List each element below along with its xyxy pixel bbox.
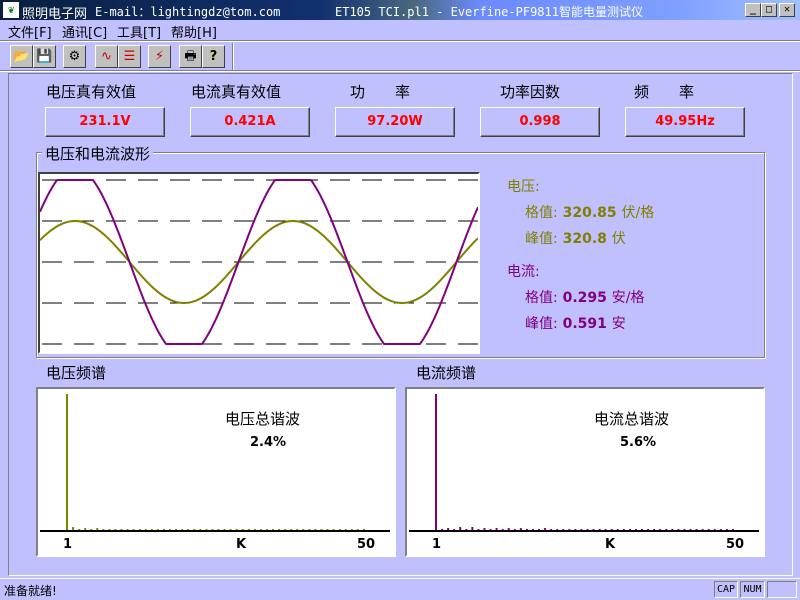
current-peak-label: 峰值:: [525, 316, 558, 332]
menu-separator: [0, 40, 800, 42]
waveform-svg: [39, 179, 479, 345]
current-scale-row: 格值: 0.295 安/格: [525, 287, 644, 307]
menu-communication[interactable]: 通讯[C]: [62, 26, 108, 41]
current-peak-row: 峰值: 0.591 安: [525, 313, 626, 333]
power-label: 功 率: [350, 83, 411, 101]
current-thd-value: 5.6%: [620, 435, 657, 450]
print-icon[interactable]: 🖶: [179, 45, 202, 68]
main-panel: [8, 73, 793, 576]
menu-tools[interactable]: 工具[T]: [117, 26, 162, 41]
voltage-scale-row: 格值: 320.85 伏/格: [525, 202, 654, 222]
power-factor-value: 0.998: [480, 107, 600, 137]
waveform-group-title: 电压和电流波形: [42, 143, 154, 164]
current-rms-value: 0.421A: [190, 107, 310, 137]
status-pane-empty: [767, 581, 797, 598]
voltage-peak-label: 峰值:: [525, 231, 558, 247]
current-peak-unit: 安: [611, 316, 626, 332]
voltage-x-end: 50: [357, 537, 376, 552]
current-rms-label: 电流真有效值: [191, 83, 282, 101]
calibrate-icon[interactable]: ⚡: [148, 45, 171, 68]
current-scale-label: 格值:: [525, 290, 558, 306]
current-heading: 电流:: [507, 264, 540, 280]
status-text: 准备就绪!: [4, 584, 57, 598]
menu-help[interactable]: 帮助[H]: [171, 26, 217, 41]
current-x-label: K: [605, 537, 616, 552]
save-icon[interactable]: 💾: [33, 45, 56, 68]
voltage-scale-unit: 伏/格: [621, 205, 655, 221]
voltage-thd-label: 电压总谐波: [225, 410, 301, 428]
voltage-thd-value: 2.4%: [250, 435, 287, 450]
brand-text: 照明电子网: [22, 7, 88, 22]
voltage-x-start: 1: [63, 537, 73, 552]
email-text: E-mail：lightingdz@tom.com: [95, 5, 281, 19]
minimize-button[interactable]: _: [745, 3, 761, 17]
frequency-label: 频 率: [634, 83, 695, 101]
voltage-x-label: K: [236, 537, 247, 552]
maximize-button[interactable]: □: [761, 3, 777, 17]
help-icon[interactable]: ?: [202, 45, 225, 68]
power-factor-label: 功率因数: [500, 83, 561, 101]
waveform-plot: [38, 172, 480, 354]
voltage-peak-unit: 伏: [611, 231, 626, 247]
current-spectrum-svg: [409, 394, 759, 532]
waveform-group: [36, 152, 765, 358]
app-logo-icon: ❦: [3, 2, 19, 18]
voltage-scale-value: 320.85: [562, 205, 617, 221]
frequency-value: 49.95Hz: [625, 107, 745, 137]
title-bar: ❦ 照明电子网 E-mail：lightingdz@tom.com ET105 …: [0, 0, 800, 22]
power-value: 97.20W: [335, 107, 455, 137]
waveform-icon[interactable]: ∿: [95, 45, 118, 68]
menu-bar: 文件[F] 通讯[C] 工具[T] 帮助[H]: [0, 20, 800, 41]
voltage-heading: 电压:: [507, 179, 540, 195]
voltage-rms-value: 231.1V: [45, 107, 165, 137]
current-waveform: [39, 179, 479, 345]
current-spectrum-panel: [405, 387, 765, 557]
window-title: ET105 TCI.pl1 - Everfine-PF9811智能电量测试仪: [335, 5, 643, 19]
status-bar: [0, 578, 800, 600]
current-x-end: 50: [726, 537, 745, 552]
menu-file[interactable]: 文件[F]: [8, 26, 52, 41]
open-folder-icon[interactable]: 📂: [10, 45, 33, 68]
current-thd-label: 电流总谐波: [594, 410, 670, 428]
voltage-spectrum-svg: [40, 394, 390, 532]
voltage-peak-row: 峰值: 320.8 伏: [525, 228, 626, 248]
voltage-spectrum-title: 电压频谱: [46, 364, 107, 382]
voltage-waveform: [39, 220, 479, 304]
caps-indicator: CAP: [714, 581, 738, 598]
toolbar-divider: [232, 43, 234, 70]
voltage-rms-label: 电压真有效值: [46, 83, 137, 101]
close-button[interactable]: ✕: [779, 3, 795, 17]
connect-icon[interactable]: ⚙: [63, 45, 86, 68]
toolbar-separator: [0, 70, 800, 72]
current-scale-value: 0.295: [562, 290, 607, 306]
voltage-scale-label: 格值:: [525, 205, 558, 221]
current-peak-value: 0.591: [562, 316, 607, 332]
num-indicator: NUM: [740, 581, 765, 598]
current-spectrum-title: 电流频谱: [416, 364, 477, 382]
harmonic-table-icon[interactable]: ☰: [118, 45, 141, 68]
current-x-start: 1: [432, 537, 442, 552]
voltage-peak-value: 320.8: [562, 231, 607, 247]
current-scale-unit: 安/格: [611, 290, 645, 306]
voltage-spectrum-panel: [36, 387, 396, 557]
